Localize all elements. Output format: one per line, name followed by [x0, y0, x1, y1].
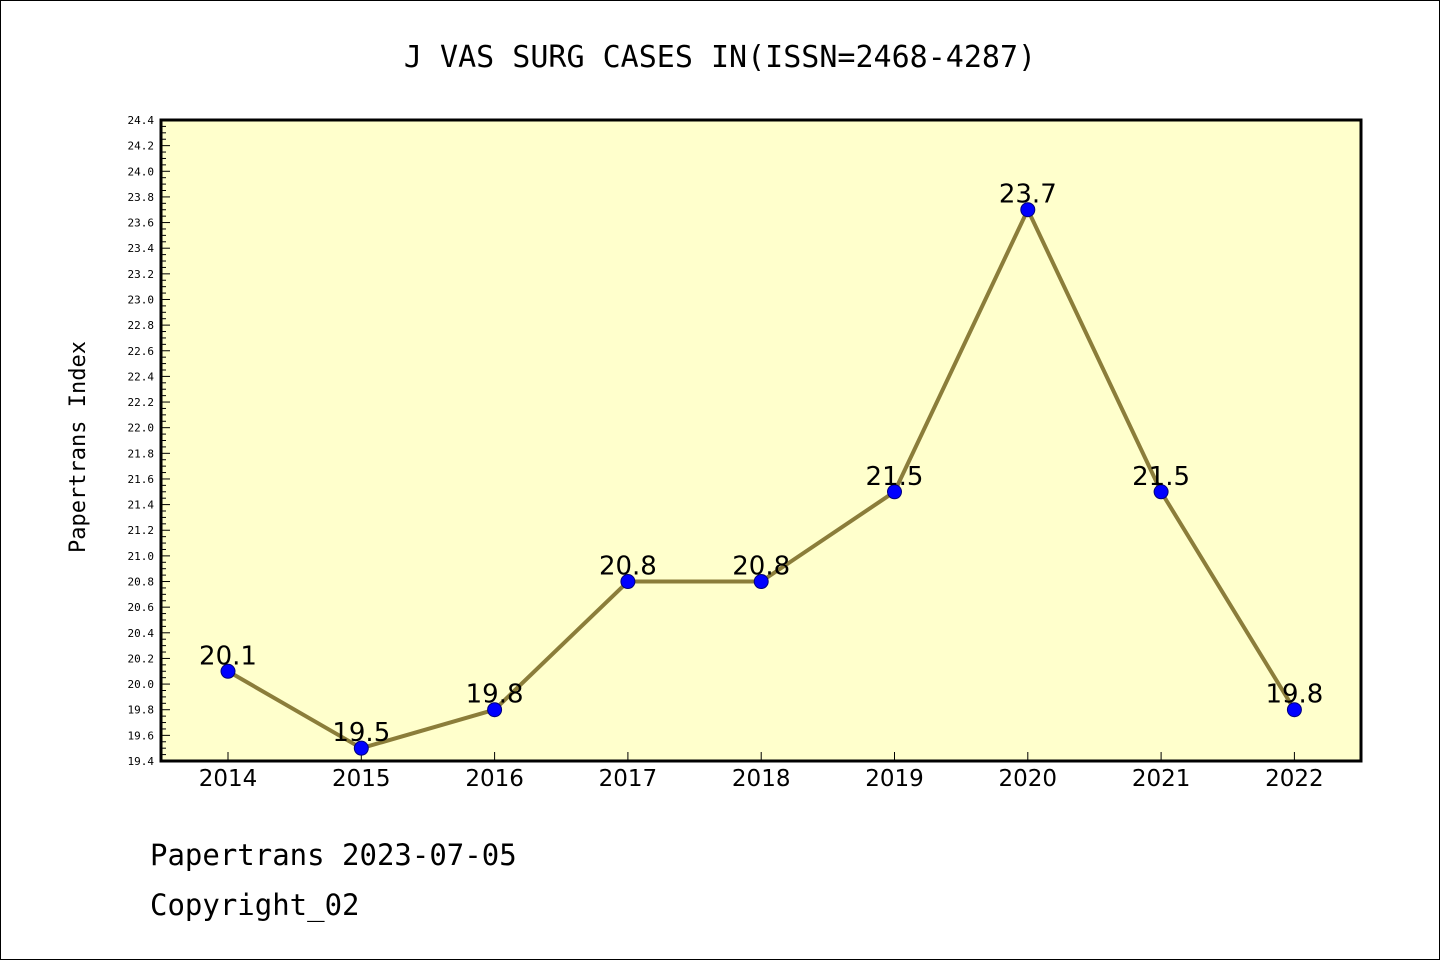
- x-tick-label: 2022: [1265, 766, 1324, 792]
- data-point: [487, 702, 503, 718]
- y-tick-label: 20.6: [128, 601, 155, 614]
- data-label: 19.5: [332, 718, 390, 748]
- y-tick-label: 23.4: [128, 242, 155, 255]
- x-tick-label: 2019: [865, 766, 924, 792]
- y-tick-label: 20.4: [128, 627, 155, 640]
- x-tick-label: 2020: [999, 766, 1058, 792]
- y-axis-label: Papertrans Index: [66, 341, 91, 553]
- y-tick-label: 22.4: [128, 370, 155, 383]
- data-label: 23.7: [999, 180, 1057, 210]
- y-tick-label: 20.8: [128, 576, 155, 589]
- y-tick-label: 20.0: [128, 678, 155, 691]
- y-tick-label: 24.2: [128, 140, 155, 153]
- x-tick-label: 2016: [465, 766, 524, 792]
- data-point: [353, 740, 369, 756]
- x-tick-label: 2021: [1132, 766, 1191, 792]
- y-tick-label: 23.8: [128, 191, 155, 204]
- y-tick-label: 23.2: [128, 268, 155, 281]
- y-tick-label: 22.6: [128, 345, 155, 358]
- chart-title: J VAS SURG CASES IN(ISSN=2468-4287): [404, 40, 1036, 75]
- y-tick-label: 21.4: [128, 499, 155, 512]
- footer-copyright: Copyright_02: [150, 888, 360, 923]
- footer-date: Papertrans 2023-07-05: [150, 838, 517, 872]
- y-tick-label: 22.8: [128, 319, 155, 332]
- plot-area: [159, 118, 1363, 763]
- y-tick-label: 20.2: [128, 652, 155, 665]
- data-label: 20.8: [599, 552, 657, 582]
- y-tick-label: 23.0: [128, 293, 155, 306]
- y-tick-label: 22.0: [128, 422, 155, 435]
- y-tick-label: 19.4: [128, 755, 155, 768]
- data-label: 19.8: [1265, 680, 1323, 710]
- data-point: [220, 663, 236, 679]
- data-point: [887, 484, 902, 500]
- data-point: [1286, 702, 1302, 718]
- y-tick-label: 23.6: [128, 217, 155, 230]
- y-tick-label: 19.8: [128, 704, 155, 717]
- x-tick-label: 2017: [599, 766, 658, 792]
- y-tick-label: 21.0: [128, 550, 155, 563]
- data-point: [753, 574, 769, 590]
- data-point: [620, 574, 636, 590]
- data-label: 21.5: [1132, 462, 1190, 492]
- data-label: 20.1: [199, 641, 257, 671]
- x-tick-label: 2015: [332, 766, 391, 792]
- y-tick-label: 21.6: [128, 473, 155, 486]
- data-label: 20.8: [732, 552, 790, 582]
- series-line-group: 20.1 19.5 19.8 20.8 20.8 21.5 23.7 21.5 19.8: [199, 180, 1323, 756]
- y-tick-label: 24.4: [128, 114, 155, 127]
- x-tick-label: 2018: [732, 766, 791, 792]
- x-tick-label: 2014: [199, 766, 258, 792]
- y-tick-label: 22.2: [128, 396, 155, 409]
- data-point: [1020, 202, 1036, 218]
- data-label: 19.8: [466, 680, 524, 710]
- y-axis: 19.4 19.6 19.8 20.0 20.2 20.4 20.6 20.8 21.0 21.2…: [128, 114, 170, 768]
- y-tick-label: 21.2: [128, 524, 155, 537]
- data-label: 21.5: [866, 462, 924, 492]
- x-axis: 2014 2015 2016 2017 2018 2019 2020 2021 2022: [199, 752, 1324, 792]
- y-tick-label: 24.0: [128, 165, 155, 178]
- y-tick-label: 21.8: [128, 447, 155, 460]
- data-point: [1153, 484, 1169, 500]
- y-tick-label: 19.6: [128, 729, 155, 742]
